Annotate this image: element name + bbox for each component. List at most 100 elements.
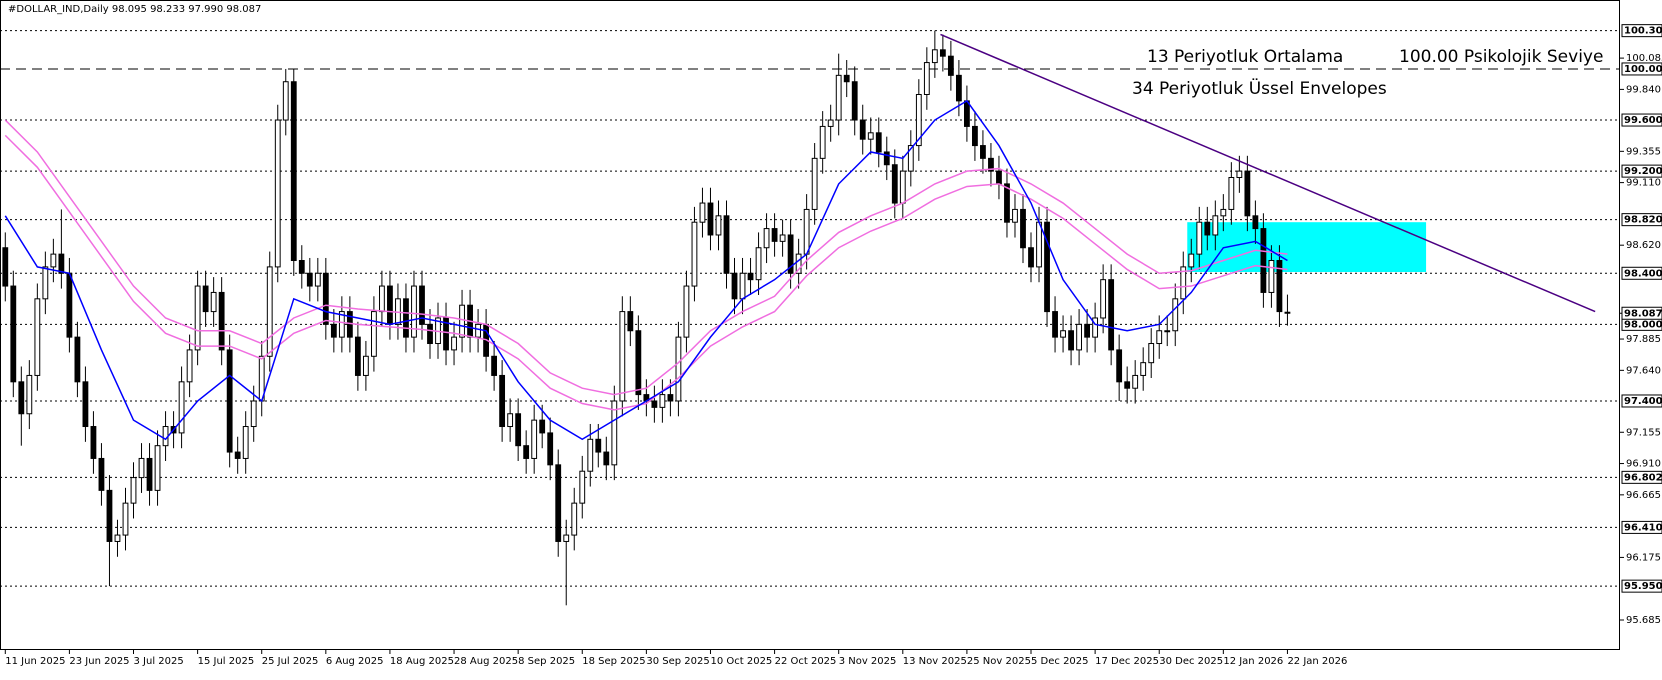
- candle-body: [138, 457, 145, 479]
- level-box: [1621, 113, 1662, 127]
- y-tick-label: 97.885: [1626, 334, 1661, 345]
- x-tick-label: 23 Jun 2025: [69, 656, 129, 667]
- candle-body: [955, 74, 962, 102]
- candle-body: [635, 330, 642, 396]
- candle-body: [980, 145, 986, 159]
- candle-body: [210, 291, 217, 313]
- level-label: 98.000: [1624, 319, 1662, 330]
- candle-body: [739, 272, 746, 300]
- candle-body: [715, 215, 722, 236]
- envelope-lower: [4, 134, 1288, 411]
- candle-body: [34, 298, 41, 376]
- y-tick-label: 97.640: [1626, 365, 1661, 376]
- candle-body: [459, 304, 465, 338]
- candle-body: [883, 151, 890, 166]
- candle-body: [563, 534, 570, 542]
- candle-body: [1156, 330, 1163, 345]
- candle-body: [1044, 221, 1050, 313]
- envelope-upper: [4, 119, 1288, 396]
- ma-line: [4, 99, 1288, 441]
- candle-body: [338, 311, 345, 338]
- legend-envelopes: 34 Periyotluk Üssel Envelopes: [1132, 77, 1387, 99]
- candle-body: [186, 349, 193, 383]
- x-tick-label: 17 Dec 2025: [1095, 656, 1159, 667]
- candle-body: [1100, 279, 1107, 319]
- candle-body: [98, 457, 105, 491]
- candle-body: [1220, 208, 1227, 217]
- level-label: 99.200: [1624, 166, 1662, 177]
- candle-body: [747, 272, 754, 281]
- level-label: 95.950: [1624, 581, 1662, 592]
- x-tick-label: 25 Jul 2025: [262, 656, 319, 667]
- candle-body: [627, 311, 634, 332]
- candle-body: [899, 170, 906, 204]
- x-tick-label: 28 Aug 2025: [454, 656, 518, 667]
- candle-body: [403, 298, 409, 338]
- candle-body: [763, 228, 770, 249]
- candle-body: [427, 323, 433, 345]
- candle-body: [90, 426, 97, 459]
- candle-body: [194, 285, 201, 351]
- candle-body: [354, 336, 361, 376]
- x-tick-label: 18 Sep 2025: [582, 656, 645, 667]
- candle-body: [667, 394, 674, 402]
- candle-body: [795, 253, 802, 274]
- candle-body: [1084, 323, 1091, 338]
- candle-body: [1196, 221, 1203, 255]
- x-tick-label: 3 Jul 2025: [134, 656, 184, 667]
- candle-body: [1132, 374, 1139, 389]
- candle-body: [202, 285, 209, 313]
- candle-body: [290, 81, 297, 262]
- level-box: [1621, 394, 1662, 408]
- candle-body: [571, 502, 578, 536]
- candle-body: [547, 432, 554, 466]
- candle-body: [827, 119, 834, 127]
- level-label: 96.410: [1624, 522, 1662, 533]
- candle-body: [1092, 317, 1099, 338]
- candle-body: [82, 381, 89, 428]
- candle-body: [250, 400, 257, 428]
- candle-body: [411, 285, 417, 338]
- candle-body: [1028, 247, 1034, 268]
- candle-body: [306, 272, 313, 287]
- level-box: [1621, 164, 1662, 178]
- candle-body: [1116, 349, 1123, 383]
- level-label: 97.400: [1624, 396, 1662, 407]
- candle-body: [996, 170, 1002, 185]
- candle-body: [819, 125, 826, 159]
- y-tick-label: 98.620: [1626, 240, 1661, 251]
- candle-body: [875, 132, 882, 153]
- candle-body: [1076, 323, 1082, 351]
- candle-body: [939, 49, 946, 57]
- level-box: [1621, 520, 1662, 534]
- candle-body: [1212, 215, 1219, 236]
- x-tick-label: 25 Nov 2025: [967, 656, 1031, 667]
- candle-body: [507, 413, 514, 428]
- candle-body: [675, 336, 682, 402]
- candle-body: [1004, 183, 1010, 223]
- candle-body: [499, 374, 506, 428]
- x-tick-label: 3 Nov 2025: [839, 656, 897, 667]
- candle-body: [539, 419, 546, 434]
- candle-body: [1012, 208, 1018, 223]
- candle-body: [242, 426, 249, 459]
- candle-body: [122, 502, 129, 536]
- level-label: 98.820: [1624, 215, 1662, 226]
- candle-body: [298, 260, 305, 274]
- candle-body: [659, 394, 666, 408]
- candle-body: [26, 374, 33, 415]
- candle-body: [731, 272, 738, 300]
- annotation: 100.00 Psikolojik Seviye: [1399, 47, 1603, 67]
- candle-body: [451, 336, 457, 351]
- candle-body: [787, 234, 794, 274]
- candle-body: [915, 93, 922, 147]
- candle-body: [859, 119, 866, 140]
- candle-body: [226, 349, 233, 453]
- candle-body: [1020, 208, 1026, 249]
- candle-body: [282, 81, 289, 121]
- plot-layer: [0, 30, 1620, 606]
- candle-body: [891, 164, 898, 204]
- candle-body: [114, 534, 121, 542]
- candle-body: [10, 285, 17, 383]
